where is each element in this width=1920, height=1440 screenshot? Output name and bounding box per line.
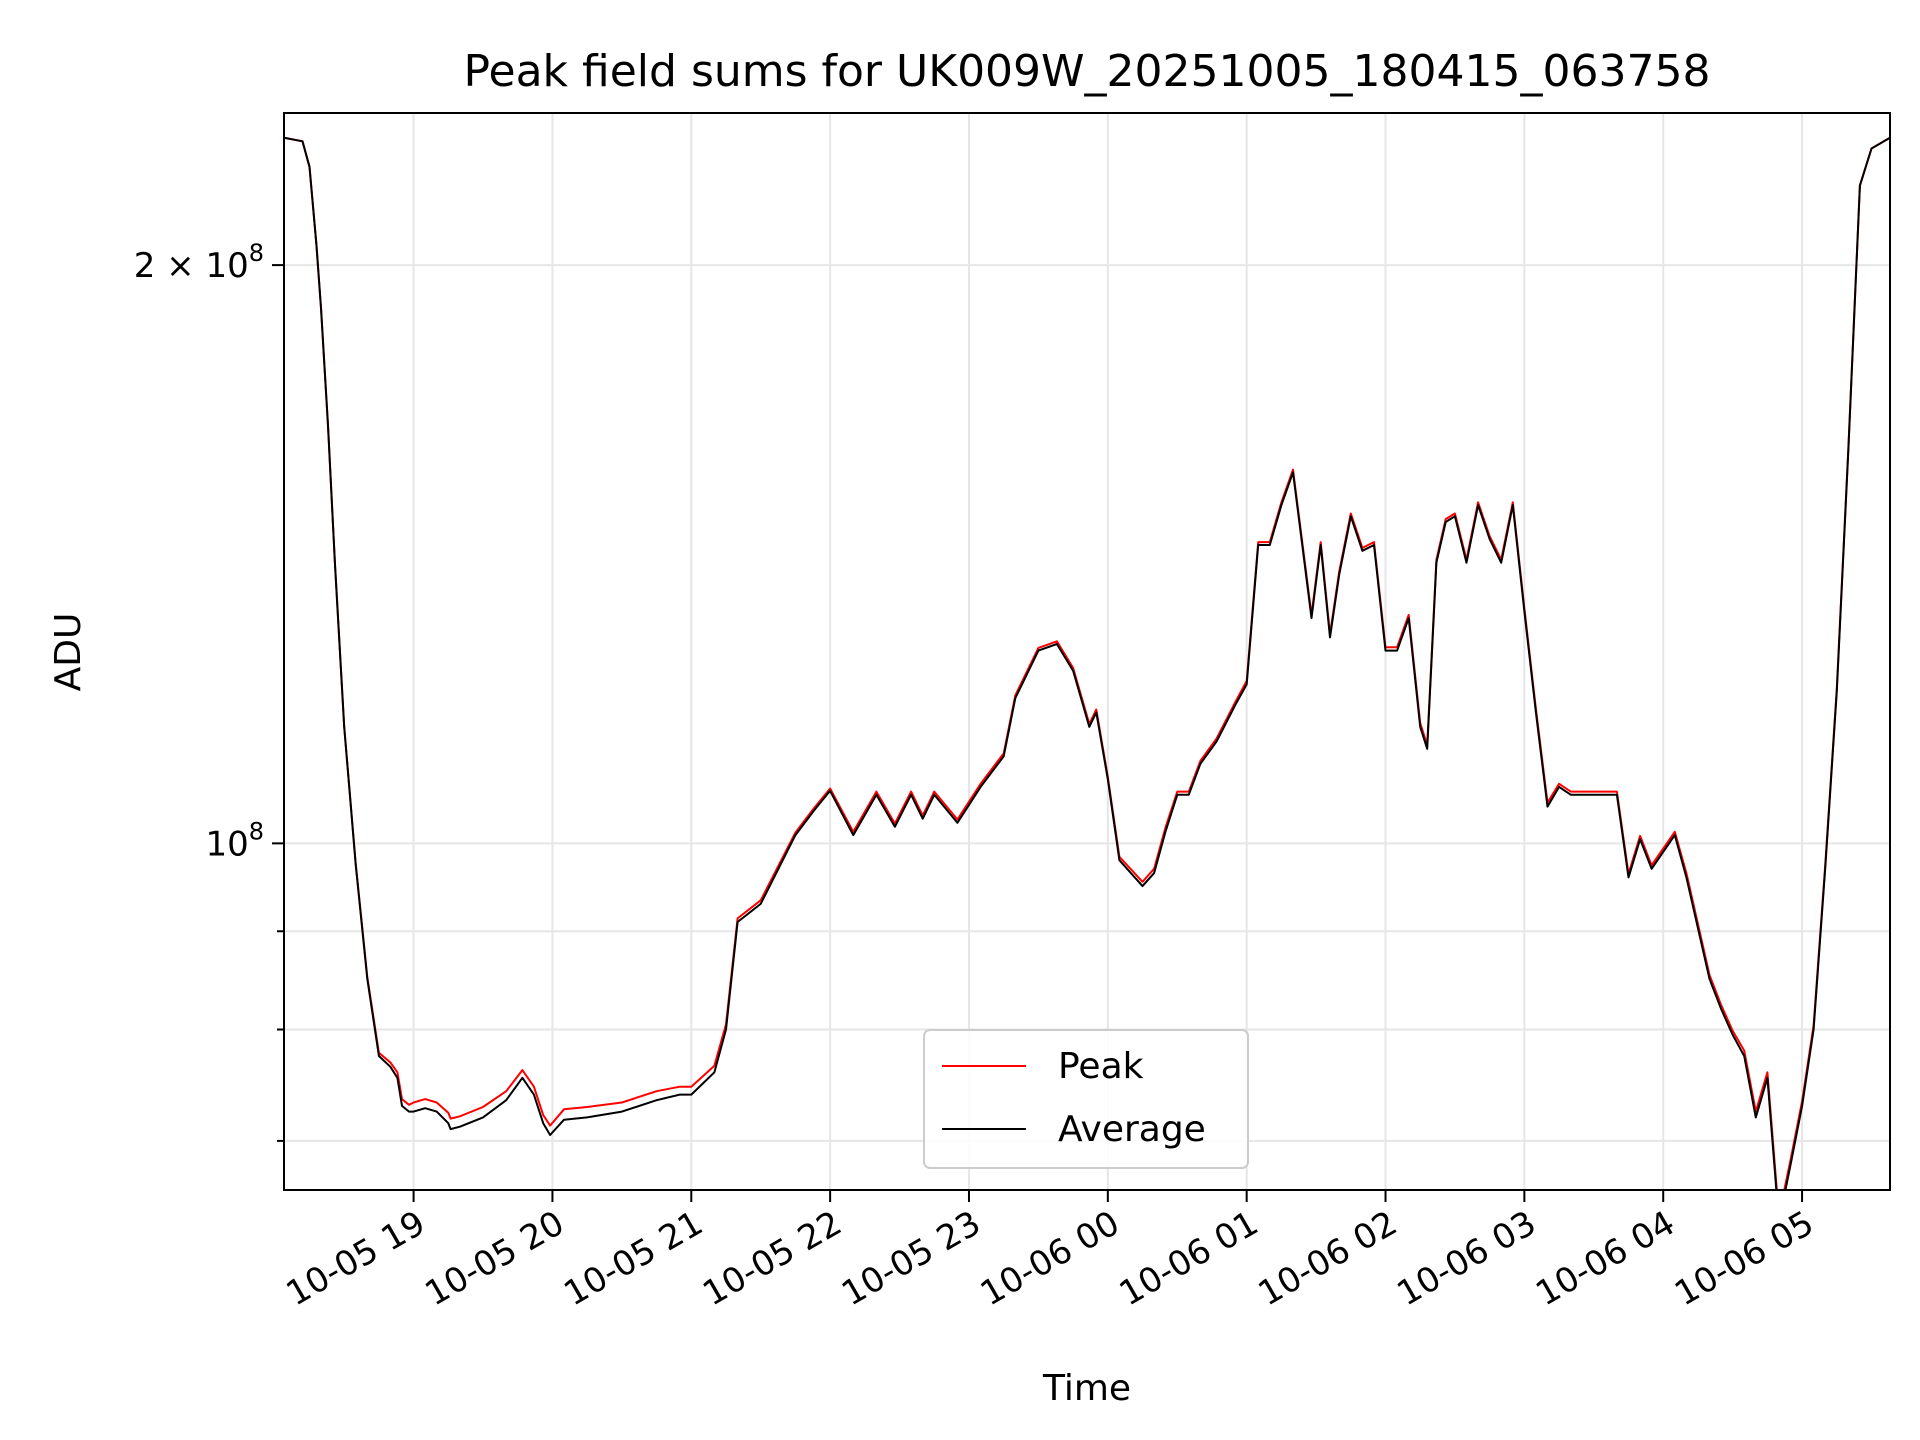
x-tick-label: 10-06 01 — [1113, 1203, 1265, 1314]
legend: Peak Average — [923, 1029, 1249, 1169]
grid-lines — [284, 113, 1890, 1190]
x-tick-label: 10-06 03 — [1390, 1203, 1542, 1314]
legend-label-peak: Peak — [1058, 1046, 1144, 1087]
x-tick-label: 10-05 20 — [419, 1203, 571, 1314]
x-tick-label: 10-06 04 — [1529, 1203, 1681, 1314]
y-tick-label-base: 2 × 10 — [134, 246, 249, 286]
x-tick-label: 10-05 21 — [557, 1203, 709, 1314]
x-tick-label: 10-06 00 — [974, 1203, 1126, 1314]
legend-label-average: Average — [1058, 1109, 1206, 1150]
x-tick-label: 10-06 05 — [1668, 1203, 1820, 1314]
y-axis-label: ADU — [48, 613, 89, 692]
series-line-average — [284, 136, 1890, 1190]
plot-area — [284, 136, 1890, 1190]
x-axis-label: Time — [1042, 1368, 1131, 1409]
y-tick-label: 2 × 108 — [134, 239, 264, 286]
y-tick-label-exponent: 8 — [249, 239, 264, 267]
plot-frame — [283, 112, 1891, 1191]
y-tick-label: 108 — [205, 817, 264, 864]
chart-title: Peak field sums for UK009W_20251005_1804… — [464, 46, 1711, 97]
y-tick-label-exponent: 8 — [249, 817, 264, 845]
x-tick-label: 10-05 19 — [280, 1203, 432, 1314]
x-tick-label: 10-05 23 — [835, 1203, 987, 1314]
y-tick-label-base: 10 — [205, 824, 248, 864]
x-tick-label: 10-06 02 — [1252, 1203, 1404, 1314]
legend-box — [923, 1029, 1249, 1169]
x-tick-label: 10-05 22 — [696, 1203, 848, 1314]
